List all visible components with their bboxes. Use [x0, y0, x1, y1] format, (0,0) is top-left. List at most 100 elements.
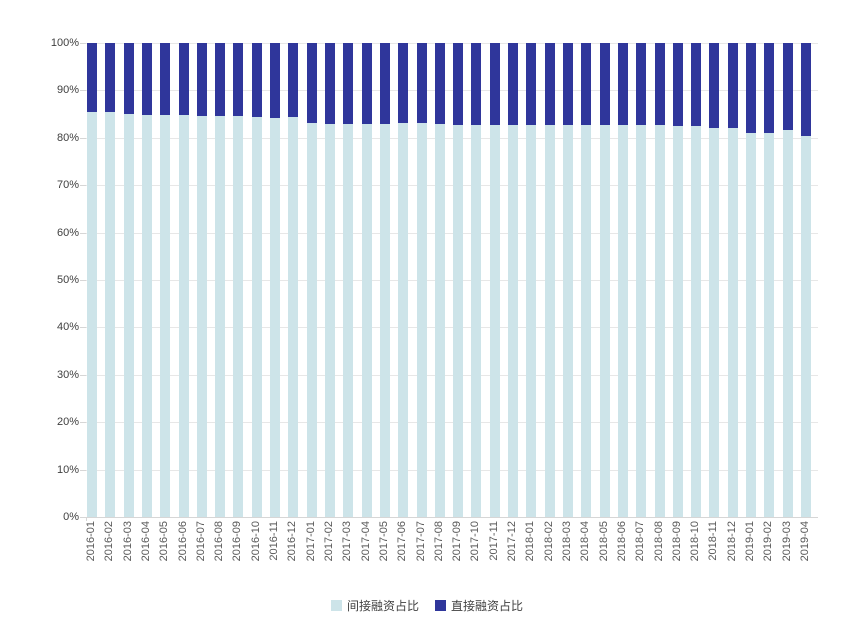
plot-area — [86, 43, 818, 518]
x-axis-label: 2016-09 — [231, 521, 244, 562]
bar-2018-12 — [727, 43, 738, 517]
bar-segment-direct — [691, 43, 702, 127]
legend-label-indirect: 间接融资占比 — [346, 599, 419, 613]
bar-segment-indirect — [398, 123, 409, 517]
bar-segment-direct — [215, 43, 226, 116]
bar-segment-indirect — [141, 114, 152, 517]
bar-segment-direct — [434, 43, 445, 125]
bar-segment-indirect — [105, 112, 116, 517]
y-axis-label: 80% — [56, 131, 79, 144]
bar-segment-direct — [599, 43, 610, 125]
x-axis-label: 2019-03 — [780, 521, 793, 562]
bar-segment-indirect — [434, 124, 445, 517]
x-axis-label: 2016-05 — [158, 521, 171, 562]
bar-segment-direct — [361, 43, 372, 124]
y-axis-tick — [80, 280, 86, 281]
bar-2018-02 — [544, 43, 555, 517]
x-axis-label: 2018-02 — [542, 521, 555, 562]
x-axis-label: 2016-02 — [103, 521, 116, 562]
bar-segment-indirect — [325, 123, 335, 517]
legend: 间接融资占比 直接融资占比 — [0, 597, 854, 614]
x-axis-label: 2018-11 — [707, 521, 720, 561]
bar-2017-11 — [489, 43, 500, 517]
bar-2016-11 — [270, 43, 281, 517]
y-axis-label: 0% — [63, 511, 79, 523]
x-axis-label: 2016-12 — [286, 521, 299, 562]
legend-item-indirect: 间接融资占比 — [330, 597, 419, 614]
bar-2017-05 — [379, 43, 390, 517]
y-axis-label: 30% — [56, 368, 79, 381]
x-axis-label: 2018-12 — [725, 521, 738, 562]
bar-2017-10 — [471, 43, 482, 517]
x-axis-label: 2017-12 — [506, 521, 519, 562]
bar-segment-indirect — [782, 129, 793, 517]
y-axis-label: 100% — [50, 37, 79, 49]
bar-segment-indirect — [270, 117, 281, 517]
x-axis-label: 2017-01 — [304, 521, 317, 562]
x-axis-label: 2017-05 — [377, 521, 390, 562]
bar-segment-direct — [379, 43, 390, 124]
bar-2016-01 — [87, 43, 97, 517]
bar-segment-indirect — [581, 124, 592, 517]
bar-segment-indirect — [251, 117, 262, 517]
bar-segment-direct — [141, 43, 152, 115]
y-axis-label: 50% — [56, 274, 79, 286]
bar-2016-03 — [123, 43, 134, 517]
bar-segment-direct — [288, 43, 299, 118]
x-axis-label: 2016-07 — [194, 521, 207, 562]
bar-segment-indirect — [196, 115, 207, 517]
bar-segment-direct — [270, 43, 281, 118]
bar-segment-indirect — [379, 123, 390, 517]
bar-segment-indirect — [599, 125, 610, 517]
bar-segment-indirect — [123, 113, 134, 517]
gridline — [86, 137, 818, 139]
bar-2019-03 — [782, 43, 793, 517]
x-axis-label: 2016-06 — [176, 521, 189, 562]
bar-segment-indirect — [489, 125, 500, 517]
bar-segment-indirect — [672, 125, 683, 517]
bar-segment-direct — [764, 43, 775, 134]
x-axis-label: 2017-04 — [359, 521, 372, 562]
bar-2018-03 — [563, 43, 573, 517]
bar-segment-direct — [306, 43, 317, 124]
bar-2018-09 — [672, 43, 683, 517]
gridline — [86, 280, 818, 281]
bar-segment-indirect — [233, 116, 244, 517]
y-axis-label: 10% — [56, 463, 79, 476]
bar-2019-01 — [746, 43, 757, 517]
bar-2018-06 — [617, 43, 628, 517]
x-axis-label: 2018-03 — [561, 521, 573, 562]
bar-segment-indirect — [801, 136, 811, 517]
bar-segment-indirect — [636, 125, 647, 517]
gridline — [86, 232, 818, 234]
bar-segment-indirect — [453, 125, 464, 517]
x-axis-label: 2019-04 — [799, 521, 811, 562]
x-axis-label: 2018-05 — [597, 521, 610, 562]
bar-2019-02 — [764, 43, 775, 517]
y-axis-tick — [80, 517, 86, 518]
y-axis-tick — [80, 43, 86, 44]
x-axis-label: 2017-10 — [469, 521, 482, 562]
bar-2019-04 — [801, 43, 811, 517]
bar-segment-indirect — [215, 116, 226, 517]
bar-2016-10 — [251, 43, 262, 517]
x-axis-label: 2017-02 — [323, 521, 335, 562]
bar-segment-direct — [709, 43, 720, 128]
bar-segment-direct — [87, 43, 97, 112]
gridline — [86, 374, 818, 376]
bar-segment-indirect — [727, 128, 738, 517]
bar-segment-indirect — [288, 117, 299, 517]
x-axis-label: 2017-08 — [432, 521, 445, 562]
bar-2016-12 — [288, 43, 299, 517]
bar-segment-indirect — [306, 123, 317, 517]
bar-segment-direct — [746, 43, 757, 134]
y-axis-tick — [80, 422, 86, 424]
bar-2017-07 — [416, 43, 427, 517]
bar-segment-indirect — [563, 125, 573, 517]
bar-segment-direct — [471, 43, 482, 126]
bar-segment-direct — [123, 43, 134, 114]
gridline — [86, 43, 818, 44]
bar-segment-direct — [508, 43, 519, 125]
bar-segment-direct — [544, 43, 555, 125]
